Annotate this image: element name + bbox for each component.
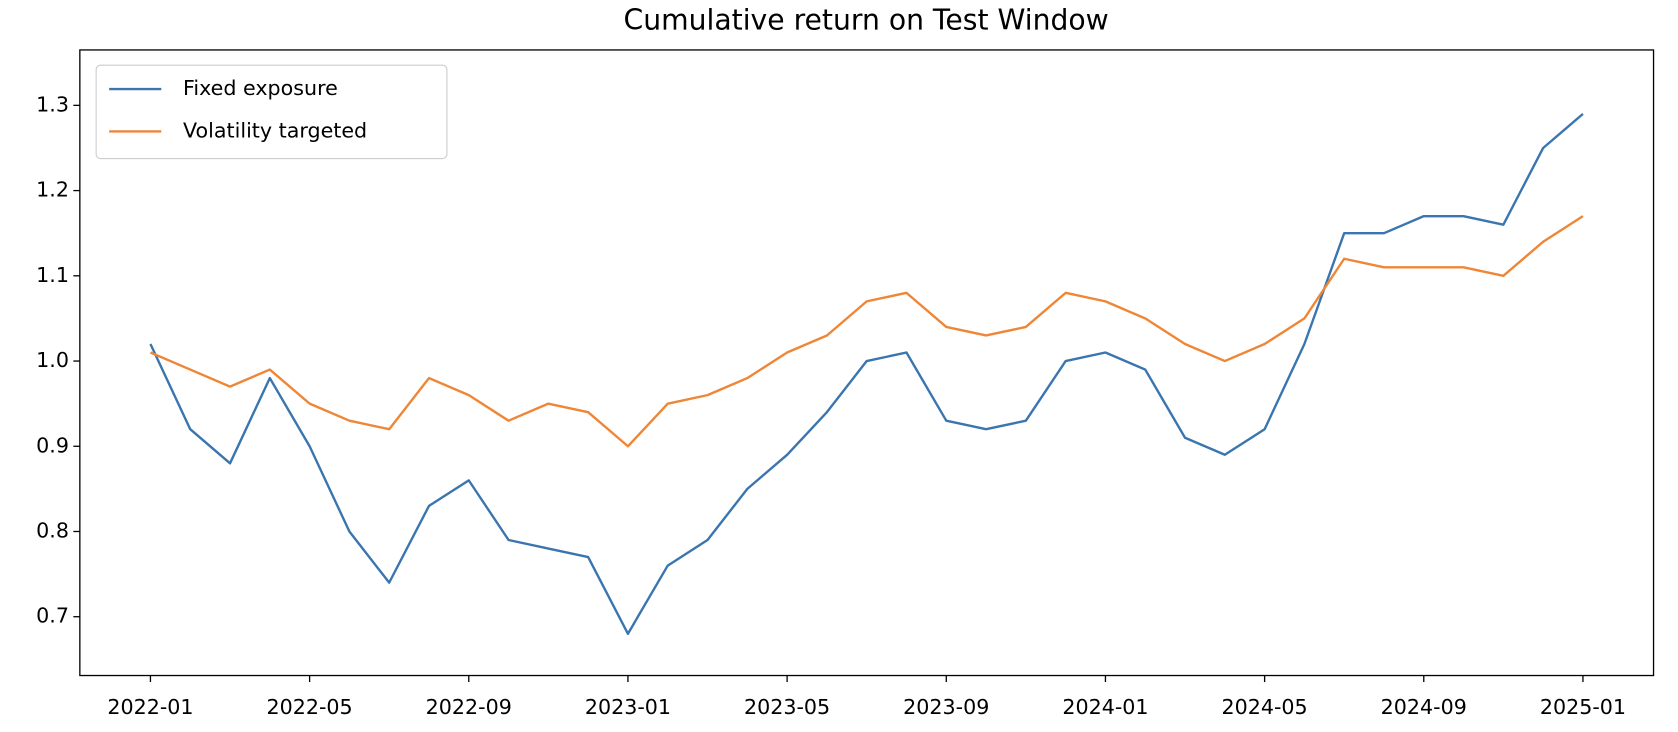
x-tick-label: 2022-09	[426, 695, 512, 719]
x-tick-label: 2024-01	[1062, 695, 1148, 719]
y-tick-label: 1.3	[36, 92, 69, 116]
x-tick-label: 2024-09	[1381, 695, 1467, 719]
x-tick-label: 2023-09	[903, 695, 989, 719]
series-line	[149, 112, 1584, 635]
y-tick-label: 0.7	[36, 604, 69, 628]
legend-label: Fixed exposure	[183, 76, 338, 100]
y-tick-label: 0.8	[36, 518, 69, 542]
series-line	[149, 215, 1584, 448]
y-tick-label: 1.1	[36, 263, 69, 287]
y-tick-label: 0.9	[36, 433, 69, 457]
x-tick-label: 2022-05	[267, 695, 353, 719]
plot-frame	[79, 49, 1655, 677]
y-tick-label: 1.0	[36, 348, 69, 372]
x-tick-label: 2023-05	[744, 695, 830, 719]
chart-title: Cumulative return on Test Window	[624, 4, 1109, 37]
x-tick-label: 2023-01	[585, 695, 671, 719]
y-tick-label: 1.2	[36, 178, 69, 202]
legend-box	[95, 64, 448, 160]
x-tick-label: 2022-01	[107, 695, 193, 719]
x-tick-label: 2024-05	[1222, 695, 1308, 719]
x-tick-label: 2025-01	[1540, 695, 1626, 719]
legend-label: Volatility targeted	[183, 118, 367, 142]
